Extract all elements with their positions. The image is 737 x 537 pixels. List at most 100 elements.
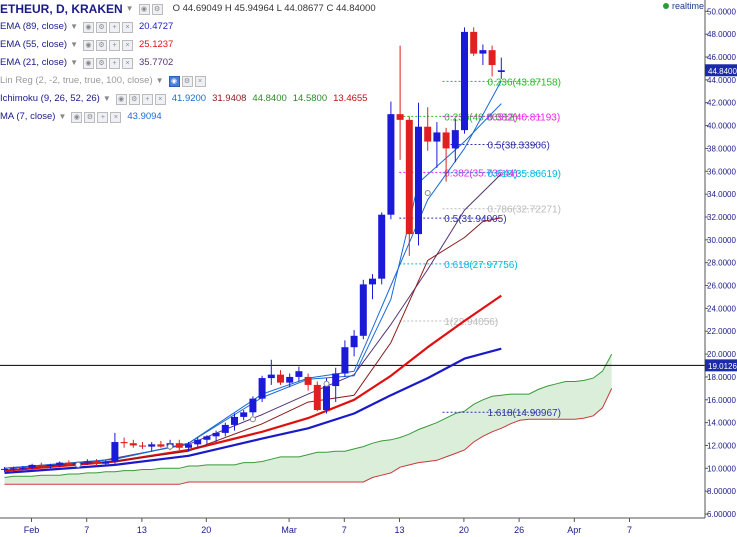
date-axis-background [0,518,705,537]
legend-row-ema89: EMA (89, close) ▼ ◉ ⚙ + × 20.4727 [0,18,376,36]
candle-body [1,468,8,470]
candle-body [157,444,165,447]
candle-body [470,31,478,54]
realtime-label: realtime [672,1,705,11]
fib-label-right-4: 0.786(32.72271) [488,205,561,216]
settings-icon[interactable]: ⚙ [181,75,193,87]
eye-icon[interactable]: ◉ [82,21,94,33]
settings-icon[interactable]: ⚙ [151,3,163,15]
settings-icon[interactable]: ⚙ [95,39,107,51]
symbol-menu-caret-icon[interactable]: ▼ [125,4,134,13]
symbol-title[interactable]: ETHEUR, D, KRAKEN [0,2,123,16]
indicator-name[interactable]: MA (7, close) [0,111,56,122]
eye-icon[interactable]: ◉ [115,93,127,105]
close-icon[interactable]: × [110,111,122,123]
y-tick-label: 22.0000 [707,327,736,336]
indicator-name[interactable]: Lin Reg (2, -2, true, true, 100, close) [0,75,153,86]
current-price-marker [705,64,737,77]
add-icon[interactable]: + [141,93,153,105]
x-tick-label: Feb [24,525,40,535]
legend-row-ichimoku: Ichimoku (9, 26, 52, 26) ▼ ◉ ⚙ + × 41.9200 … [0,90,376,108]
legend-row-linreg: Lin Reg (2, -2, true, true, 100, close) … [0,72,376,90]
indicator-value: 44.8400 [252,93,287,104]
fib-label-right-2: 0.5(38.33906) [488,141,550,152]
eye-icon[interactable]: ◉ [138,3,150,15]
y-tick-label: 28.0000 [707,259,736,268]
close-icon[interactable]: × [194,75,206,87]
y-tick-label: 26.0000 [707,282,736,291]
candle-body [405,119,413,235]
indicator-name[interactable]: Ichimoku (9, 26, 52, 26) [0,93,100,104]
candle-body [323,386,330,411]
hline-price-marker [705,359,737,372]
candle-body [433,132,441,142]
x-tick-label: 20 [201,525,211,535]
add-icon[interactable]: + [108,39,120,51]
indicator-name[interactable]: EMA (55, close) [0,39,68,50]
close-icon[interactable]: × [121,21,133,33]
eye-icon[interactable]: ◉ [71,111,83,123]
candle-body [424,126,432,142]
current-price-label: 44.8400 [708,67,737,76]
x-tick-label: 7 [627,525,632,535]
fib-label-right-3: 0.618(35.86619) [488,169,561,180]
realtime-indicator: realtime [663,1,704,11]
add-icon[interactable]: + [97,111,109,123]
indicator-name[interactable]: EMA (89, close) [0,21,68,32]
candle-body [65,462,73,465]
y-tick-label: 14.0000 [707,419,736,428]
y-tick-label: 12.0000 [707,441,736,450]
candle-body [359,284,367,336]
indicator-value: 14.5800 [292,93,328,104]
x-tick-label: 20 [459,525,469,535]
chevron-down-icon[interactable]: ▼ [70,40,78,49]
fib-label-right-0: 0.236(43.87158) [488,77,561,88]
x-tick-label: 13 [137,525,147,535]
indicator-line-ema-55 [4,294,502,472]
x-tick-label: 13 [394,525,404,535]
chevron-down-icon[interactable]: ▼ [102,94,111,103]
y-tick-label: 10.0000 [707,464,736,473]
fib-label-left-4: 1(22.94056) [444,317,498,328]
x-tick-label: 7 [342,525,347,535]
indicator-line-ema-89 [4,347,502,474]
settings-icon[interactable]: ⚙ [128,93,140,105]
eye-icon[interactable]: ◉ [82,39,94,51]
candle-body [304,376,312,385]
eye-icon[interactable]: ◉ [82,57,94,69]
close-icon[interactable]: × [121,39,133,51]
candle-body [212,432,220,437]
marker-point [75,461,82,468]
indicator-name[interactable]: EMA (21, close) [0,57,68,68]
marker-point [424,189,431,196]
chevron-down-icon[interactable]: ▼ [155,76,164,85]
candle-body [129,443,137,446]
add-icon[interactable]: + [108,57,120,69]
close-icon[interactable]: × [154,93,166,105]
add-icon[interactable]: + [108,21,120,33]
fib-label-right-5: 1.618(14.90967) [488,408,561,419]
chevron-down-icon[interactable]: ▼ [58,112,67,121]
marker-point [249,416,256,423]
settings-icon[interactable]: ⚙ [84,111,96,123]
candle-body [19,467,27,469]
y-tick-label: 30.0000 [707,236,736,245]
chevron-down-icon[interactable]: ▼ [70,22,78,31]
settings-icon[interactable]: ⚙ [95,57,107,69]
fib-label-left-2: 0.5(31.94005) [444,214,506,225]
x-tick-label: 26 [514,525,524,535]
close-icon[interactable]: × [121,57,133,69]
candle-body [139,445,146,447]
indicator-value: 43.9094 [127,111,162,122]
chevron-down-icon[interactable]: ▼ [70,58,78,67]
price-axis-background [705,0,737,537]
candle-body [350,335,358,348]
settings-icon[interactable]: ⚙ [95,21,107,33]
candle-body [387,114,395,215]
candle-body [10,468,18,470]
hline-price-label: 19.0126 [708,362,737,371]
candle-body [396,114,404,120]
candle-body [83,461,91,463]
eye-hidden-icon[interactable]: ◉ [168,75,180,87]
